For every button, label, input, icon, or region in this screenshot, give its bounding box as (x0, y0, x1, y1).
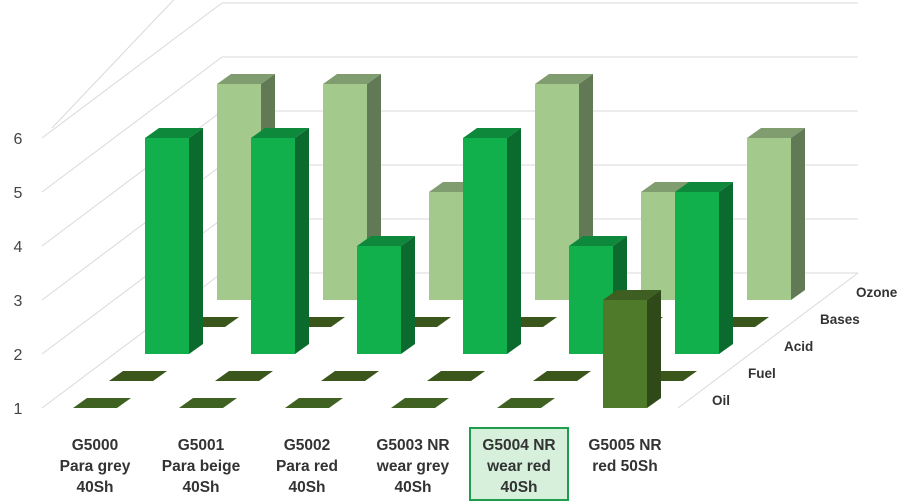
bar-fuel-1-slab (215, 371, 273, 381)
y-tick-label: 1 (14, 401, 23, 418)
bar-oil-1-slab (179, 398, 237, 408)
bar-acid-4-top (569, 236, 627, 246)
bar-acid-1-side (295, 128, 309, 354)
bar-acid-2-side (401, 236, 415, 354)
bar-oil-3 (391, 398, 449, 408)
series-label-fuel: Fuel (748, 366, 776, 381)
bar-acid-1-top (251, 128, 309, 138)
category-label: G5005 NR (588, 437, 661, 454)
bar-acid-3-top (463, 128, 521, 138)
category-label: 40Sh (288, 479, 325, 496)
bar-oil-4-slab (497, 398, 555, 408)
series-label-acid: Acid (784, 339, 813, 354)
axis-labels: 1 2 3 4 5 6 G5000 Para grey 40Sh G5001 Para beige 4… (14, 131, 898, 501)
bar-oil-5-side (647, 290, 661, 408)
category-label: Para red (276, 458, 338, 475)
bar-ozone-5-front (747, 138, 791, 300)
bar-ozone-0-top (217, 74, 275, 84)
category-label: wear red (486, 458, 551, 475)
bar-oil-5 (603, 290, 661, 408)
category-label: G5002 (284, 437, 331, 454)
bar-acid-2-front (357, 246, 401, 354)
bar-acid-2-top (357, 236, 415, 246)
bar-fuel-0 (109, 371, 167, 381)
bar-ozone-1-top (323, 74, 381, 84)
bar-acid-0-front (145, 138, 189, 354)
y-tick-label: 2 (14, 347, 23, 364)
bar-oil-3-slab (391, 398, 449, 408)
gridline-diagonal (51, 0, 175, 129)
bar-acid-3-side (507, 128, 521, 354)
category-label: 40Sh (500, 479, 537, 496)
bar-oil-0 (73, 398, 131, 408)
bar-fuel-0-slab (109, 371, 167, 381)
category-label: G5000 (72, 437, 119, 454)
bar-fuel-4 (533, 371, 591, 381)
y-tick-label: 3 (14, 293, 23, 310)
category-label: 40Sh (394, 479, 431, 496)
bar-fuel-2 (321, 371, 379, 381)
bar-oil-2 (285, 398, 343, 408)
category-label: Para grey (60, 458, 131, 475)
bar-oil-2-slab (285, 398, 343, 408)
bar-ozone-5-top (747, 128, 805, 138)
bars (73, 74, 805, 408)
y-tick-label: 6 (14, 131, 23, 148)
category-label: red 50Sh (592, 458, 657, 475)
bar-ozone-3-top (535, 74, 593, 84)
series-label-ozone: Ozone (856, 285, 898, 300)
bar-acid-3-front (463, 138, 507, 354)
bar-oil-5-front (603, 300, 647, 408)
bar-oil-0-slab (73, 398, 131, 408)
bar-acid-2 (357, 236, 415, 354)
bar-fuel-2-slab (321, 371, 379, 381)
bar-fuel-3 (427, 371, 485, 381)
category-label: G5001 (178, 437, 225, 454)
bar-ozone-5 (747, 128, 805, 300)
bar-acid-5-side (719, 182, 733, 354)
gridline-diagonal (41, 56, 223, 193)
category-label: 40Sh (182, 479, 219, 496)
bar-acid-0 (145, 128, 203, 354)
category-label: G5004 NR (482, 437, 555, 454)
bar-acid-1-front (251, 138, 295, 354)
category-label: 40Sh (76, 479, 113, 496)
y-tick-label: 5 (14, 185, 23, 202)
y-tick-label: 4 (14, 239, 23, 256)
series-label-bases: Bases (820, 312, 860, 327)
bar-oil-5-top (603, 290, 661, 300)
bar-fuel-4-slab (533, 371, 591, 381)
category-label: Para beige (162, 458, 241, 475)
bar-acid-1 (251, 128, 309, 354)
floor-edge (677, 272, 859, 409)
bar-oil-1 (179, 398, 237, 408)
bar-acid-0-top (145, 128, 203, 138)
category-label: G5003 NR (376, 437, 449, 454)
bar-fuel-1 (215, 371, 273, 381)
bar-acid-5-top (675, 182, 733, 192)
bar-acid-5-front (675, 192, 719, 354)
bar-acid-3 (463, 128, 521, 354)
series-label-oil: Oil (712, 393, 730, 408)
bar-ozone-5-side (791, 128, 805, 300)
bar-fuel-3-slab (427, 371, 485, 381)
bar-acid-0-side (189, 128, 203, 354)
category-label: wear grey (376, 458, 450, 475)
bar-acid-5 (675, 182, 733, 354)
gridline-diagonal (41, 2, 223, 139)
highlight-box (469, 427, 569, 501)
bar-oil-4 (497, 398, 555, 408)
